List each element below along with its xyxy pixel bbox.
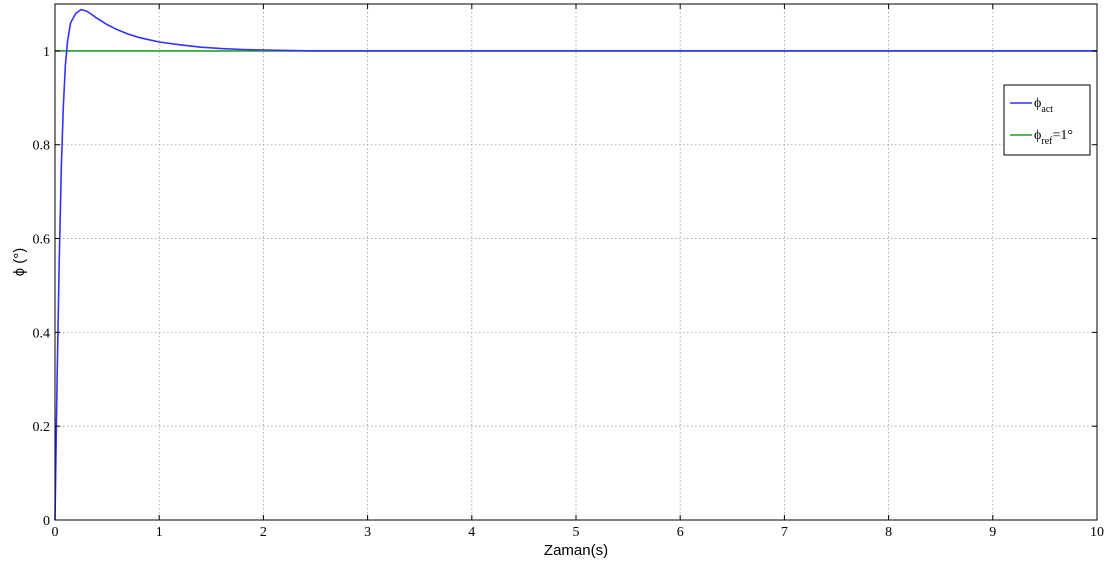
series-line-act [54, 8, 1097, 521]
y-tick-label: 1 [43, 45, 50, 60]
x-tick-label: 1 [156, 525, 163, 540]
y-tick-label: 0.4 [33, 326, 51, 341]
legend-entry-act: ϕact [1034, 96, 1053, 115]
x-tick-label: 4 [468, 525, 475, 540]
legend: ϕact ϕref=1° [1003, 84, 1091, 156]
plot-area [55, 4, 1097, 520]
series-layer [54, 8, 1097, 521]
legend-box [1003, 84, 1091, 156]
x-tick-label: 2 [260, 525, 267, 540]
y-tick-label: 0.2 [33, 420, 51, 435]
x-tick-label: 8 [885, 525, 892, 540]
x-axis-label: Zaman(s) [544, 542, 608, 559]
x-tick-label: 9 [989, 525, 996, 540]
x-tick-label: 7 [781, 525, 788, 540]
x-tick-label: 0 [52, 525, 59, 540]
x-tick-label: 10 [1090, 525, 1104, 540]
y-tick-label: 0 [43, 514, 50, 529]
legend-entry-ref: ϕref=1° [1034, 128, 1073, 147]
x-tick-label: 6 [677, 525, 684, 540]
y-axis-label: ϕ (°) [11, 248, 28, 277]
y-tick-label: 0.6 [33, 233, 51, 248]
axis-ticks: 0 1 2 3 4 5 6 7 8 9 10 0 0.2 0.4 0.6 0.8 1 [33, 4, 1104, 540]
x-tick-label: 5 [573, 525, 580, 540]
y-tick-label: 0.8 [33, 139, 51, 154]
x-tick-label: 3 [364, 525, 371, 540]
